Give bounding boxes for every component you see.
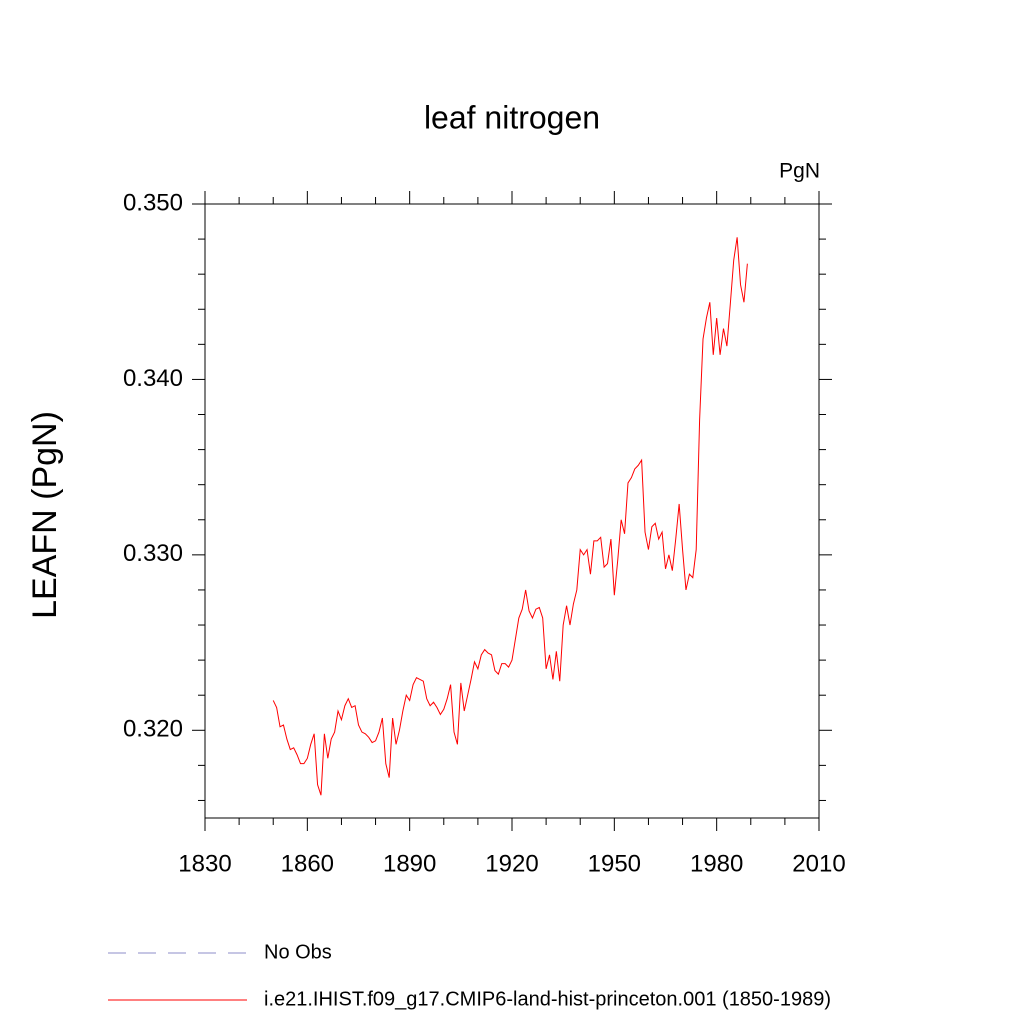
y-tick-label: 0.350: [123, 189, 183, 216]
legend-label: i.e21.IHIST.f09_g17.CMIP6-land-hist-prin…: [264, 988, 831, 1010]
y-tick-label: 0.320: [123, 716, 183, 743]
x-tick-label: 1920: [485, 850, 538, 877]
x-tick-label: 1860: [281, 850, 334, 877]
x-tick-label: 1950: [588, 850, 641, 877]
y-tick-label: 0.340: [123, 365, 183, 392]
plot-frame: [204, 203, 820, 819]
x-tick-label: 2010: [792, 850, 845, 877]
x-tick-label: 1890: [383, 850, 436, 877]
data-line: [272, 237, 748, 796]
legend-label: No Obs: [264, 941, 332, 963]
chart-title: leaf nitrogen: [424, 99, 600, 135]
units-label: PgN: [779, 160, 820, 183]
y-axis-label: LEAFN (PgN): [26, 411, 64, 619]
y-tick-label: 0.330: [123, 540, 183, 567]
x-tick-label: 1830: [178, 850, 231, 877]
x-tick-label: 1980: [690, 850, 743, 877]
